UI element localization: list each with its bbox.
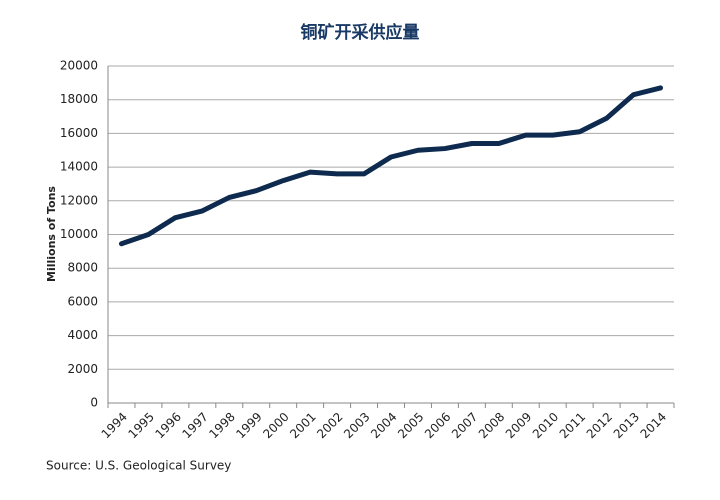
x-tick-label: 1994 (99, 410, 130, 441)
x-tick-label: 2011 (557, 410, 588, 441)
y-axis-label: Millions of Tons (45, 186, 58, 282)
y-tick-label: 12000 (60, 193, 98, 207)
x-tick-label: 2012 (584, 410, 615, 441)
x-tick-label: 2002 (314, 410, 345, 441)
x-tick-label: 1996 (152, 410, 183, 441)
y-tick-label: 4000 (67, 328, 98, 342)
x-tick-label: 2006 (422, 410, 453, 441)
x-tick-label: 2005 (395, 410, 426, 441)
x-tick-label: 2009 (503, 410, 534, 441)
x-tick-label: 2000 (260, 410, 291, 441)
x-tick-label: 2008 (476, 410, 507, 441)
x-tick-label: 1995 (126, 410, 157, 441)
x-tick-label: 2004 (368, 410, 399, 441)
x-tick-label: 1998 (206, 410, 237, 441)
source-note: Source: U.S. Geological Survey (46, 459, 231, 473)
x-tick-label: 1997 (179, 410, 210, 441)
y-tick-label: 18000 (60, 92, 98, 106)
y-tick-label: 10000 (60, 227, 98, 241)
y-tick-label: 20000 (60, 59, 98, 73)
y-tick-label: 8000 (67, 261, 98, 275)
x-tick-label: 2001 (287, 410, 318, 441)
x-tick-label: 2010 (530, 410, 561, 441)
y-tick-label: 16000 (60, 126, 98, 140)
y-tick-label: 0 (90, 396, 98, 410)
x-tick-label: 1999 (233, 410, 264, 441)
x-tick-label: 2007 (449, 410, 480, 441)
x-tick-label: 2014 (638, 410, 669, 441)
data-line (118, 85, 664, 247)
y-tick-label: 14000 (60, 160, 98, 174)
y-tick-label: 6000 (67, 294, 98, 308)
x-tick-label: 2013 (611, 410, 642, 441)
y-tick-label: 2000 (67, 362, 98, 376)
chart-title: 铜矿开采供应量 (301, 22, 420, 43)
x-tick-label: 2003 (341, 410, 372, 441)
